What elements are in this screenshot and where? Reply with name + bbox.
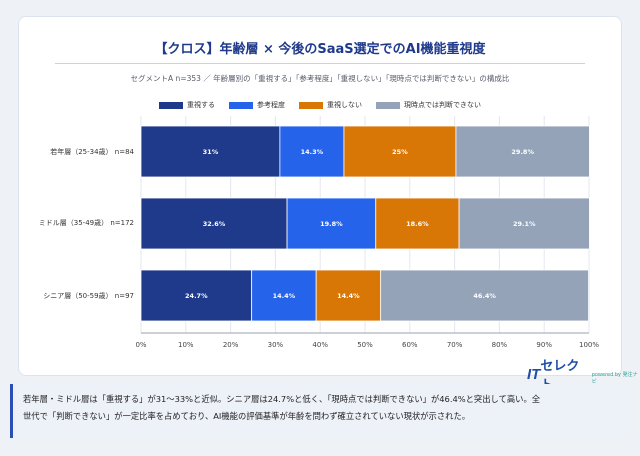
data-label-1-0: 32.6% xyxy=(203,220,226,228)
legend-item-1: 参考程度 xyxy=(229,100,285,110)
legend: 重視する 参考程度 重視しない 現時点では判断できない xyxy=(0,100,640,110)
data-label-1-3: 29.1% xyxy=(513,220,536,228)
summary-line-2: 世代で「判断できない」が一定比率を占めており、AI機能の評価基準が年齢を問わず確… xyxy=(23,411,471,421)
summary-note: 若年層・ミドル層は「重視する」が31～33%と近似。シニア層は24.7%と低く、… xyxy=(10,384,628,438)
legend-label-1: 参考程度 xyxy=(257,101,285,109)
data-label-0-1: 14.3% xyxy=(301,148,324,156)
data-label-1-2: 18.6% xyxy=(406,220,429,228)
x-tick-label-7: 70% xyxy=(447,341,463,349)
x-tick-label-5: 50% xyxy=(357,341,373,349)
chart-subtitle: セグメントA n=353 ／ 年齢層別の「重視する」「参考程度」「重視しない」「… xyxy=(130,74,510,83)
legend-label-3: 現時点では判断できない xyxy=(404,101,481,109)
legend-swatch-3 xyxy=(376,101,400,109)
x-tick-label-9: 90% xyxy=(536,341,552,349)
data-label-0-2: 25% xyxy=(392,148,408,156)
legend-label-0: 重視する xyxy=(187,101,215,109)
bar-segment-2-1 xyxy=(251,269,317,322)
x-tick-label-3: 30% xyxy=(268,341,284,349)
bar-segment-2-0 xyxy=(140,269,253,322)
legend-item-3: 現時点では判断できない xyxy=(376,100,481,110)
logo-it-text: IT xyxy=(527,365,541,383)
chart-title: 【クロス】年齢層 × 今後のSaaS選定でのAI機能重視度 xyxy=(154,42,486,57)
data-label-0-0: 31% xyxy=(203,148,219,156)
row-label-1: ミドル層（35-49歳） n=172 xyxy=(38,219,134,227)
data-label-2-1: 14.4% xyxy=(273,292,296,300)
x-tick-label-4: 40% xyxy=(312,341,328,349)
row-label-2: シニア層（50-59歳） n=97 xyxy=(43,292,134,300)
x-tick-label-0: 0% xyxy=(135,341,146,349)
bar-segment-1-0 xyxy=(140,197,288,250)
bar-segment-0-0 xyxy=(140,125,281,178)
data-label-2-3: 46.4% xyxy=(473,292,496,300)
logo-sub-text: powered by 発注ナビ xyxy=(591,371,638,385)
bar-segment-1-2 xyxy=(375,197,460,250)
bar-segment-2-2 xyxy=(315,269,382,322)
data-label-2-2: 14.4% xyxy=(337,292,360,300)
x-tick-label-10: 100% xyxy=(579,341,599,349)
row-label-0: 若年層（25-34歳） n=84 xyxy=(50,148,134,156)
bar-segment-2-3 xyxy=(380,269,589,322)
itselect-logo: IT セレクト powered by 発注ナビ xyxy=(527,355,640,393)
title-divider xyxy=(55,63,585,64)
legend-swatch-2 xyxy=(299,101,323,109)
legend-swatch-1 xyxy=(229,101,253,109)
legend-item-0: 重視する xyxy=(159,100,215,110)
bar-segment-0-1 xyxy=(279,125,345,178)
x-tick-label-8: 80% xyxy=(492,341,508,349)
legend-item-2: 重視しない xyxy=(299,100,362,110)
x-tick-label-1: 10% xyxy=(178,341,194,349)
legend-label-2: 重視しない xyxy=(327,101,362,109)
summary-line-1: 若年層・ミドル層は「重視する」が31～33%と近似。シニア層は24.7%と低く、… xyxy=(23,394,541,404)
data-label-0-3: 29.8% xyxy=(511,148,534,156)
bar-segment-1-1 xyxy=(286,197,377,250)
data-label-1-1: 19.8% xyxy=(320,220,343,228)
x-tick-label-2: 20% xyxy=(223,341,239,349)
data-label-2-0: 24.7% xyxy=(185,292,208,300)
bar-segment-1-3 xyxy=(458,197,590,250)
x-tick-label-6: 60% xyxy=(402,341,418,349)
legend-swatch-0 xyxy=(159,101,183,109)
bar-segment-0-3 xyxy=(455,125,590,178)
